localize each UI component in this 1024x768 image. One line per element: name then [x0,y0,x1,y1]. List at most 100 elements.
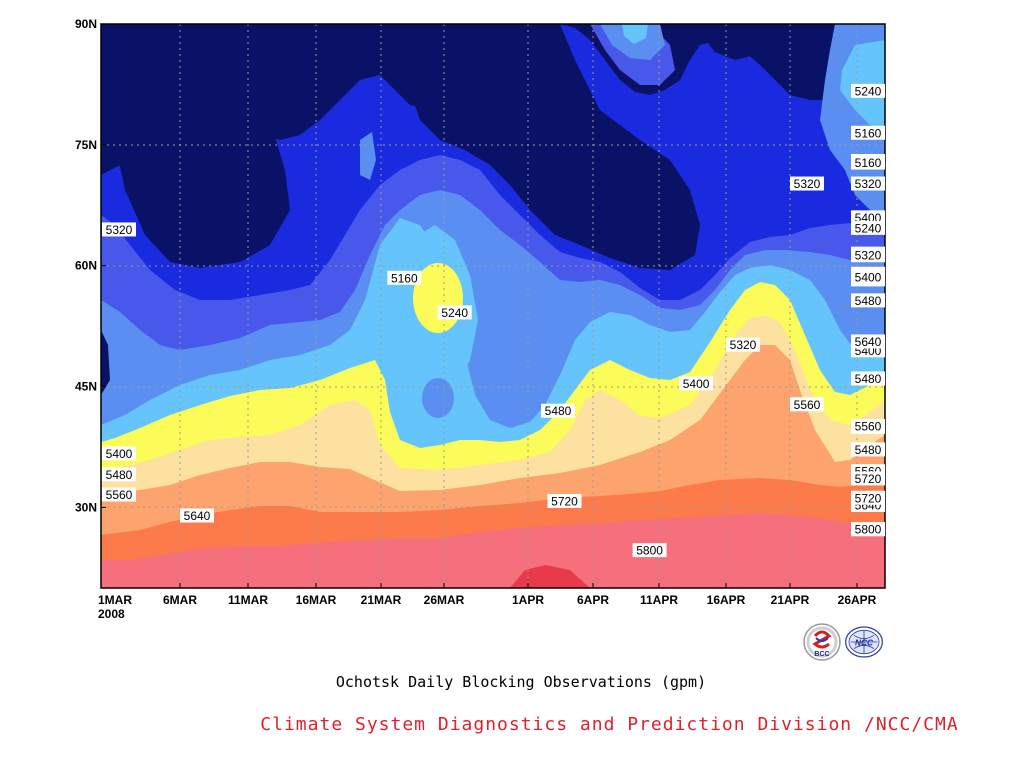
contour-label-text: 5400 [855,270,882,284]
contour-label-box [851,83,885,98]
contour-label-text: 5480 [855,443,882,457]
contour-label-text: 5320 [855,177,882,191]
contour-label-text: 5320 [855,249,882,263]
contour-label: 5320 [790,176,824,191]
island-5880-plus [510,565,590,588]
contour-label: 5640 [851,334,885,349]
contour-label: 5560 [851,419,885,434]
contour-label-text: 5720 [551,494,578,508]
contour-label-box [851,220,885,235]
contour-label-text: 5640 [855,335,882,349]
contour-label: 5800 [632,543,667,558]
contour-label: 5240 [851,83,885,98]
contour-label: 5480 [102,467,136,482]
x-tick-label: 11APR [640,593,678,607]
contour-label-text: 5240 [855,84,882,98]
contour-label-box [851,471,885,486]
contour-label: 5400 [679,376,714,391]
contour-label-text: 5560 [794,398,821,412]
contour-label-text: 5320 [794,177,821,191]
contour-label-box [851,293,885,308]
contour-labels: 5160 5240 5320 5320 5400 5480 5320 5160 5240 5320… [102,83,885,558]
contour-label-box [437,305,472,320]
contour-label-box [102,446,136,461]
contour-label: 5720 [851,490,885,505]
contour-label-text: 5480 [855,294,882,308]
contour-label-box [851,176,885,191]
core-below-5160-c [700,24,765,60]
contour-label: 5160 [851,155,885,170]
contour-label-box [790,397,824,412]
x-tick-label: 16APR [707,593,746,607]
contour-label-text: 5240 [441,306,468,320]
contour-label-text: 5800 [855,523,882,537]
contour-label-text: 5480 [106,468,133,482]
svg-text:BCC: BCC [814,651,829,658]
y-axis: 30N 45N 60N 75N 90N [75,17,106,514]
contour-label: 5480 [541,403,575,418]
contour-label: 5240 [437,305,472,320]
island-5320-mid [360,132,376,180]
contour-label-text: 5560 [855,420,882,434]
contour-label: 5480 [851,442,885,457]
contour-label-box [102,222,136,237]
contour-label-box [790,176,824,191]
contour-label-box [851,442,885,457]
contour-label-text: 5720 [855,491,882,505]
contour-label: 5320 [102,222,136,237]
contour-label: 5400 [851,269,885,284]
contour-label: 5320 [851,176,885,191]
contour-label-text: 5160 [391,271,418,285]
contour-label-box [851,522,885,537]
band-below-5160 [101,24,880,175]
contour-label-box [102,487,136,502]
contour-label-text: 5320 [106,223,133,237]
x-tick-label: 11MAR [228,593,268,607]
contour-label-text: 5240 [855,221,882,235]
contour-label: 5720 [851,471,885,486]
y-tick-label: 45N [75,380,97,394]
contour-label-text: 5400 [106,447,133,461]
contour-label-box [679,376,714,391]
contour-label-box [547,493,582,508]
contour-label: 5560 [102,487,136,502]
contour-label-text: 5160 [855,156,882,170]
core-below-5160-e [101,330,110,395]
x-tick-label: 1APR [512,593,544,607]
y-tick-label: 30N [75,500,97,514]
contour-label-box [541,403,575,418]
contour-label-text: 5400 [683,377,710,391]
contour-label-box [102,467,136,482]
contour-label-box [180,508,214,523]
chart-subtitle: Ochotsk Daily Blocking Observations (gpm… [335,673,707,691]
y-tick-label: 60N [75,259,97,273]
x-tick-label: 16MAR [296,593,337,607]
contour-label-box [851,248,885,263]
island-5400-low [422,378,454,418]
island-5400-north [622,24,648,44]
contour-label: 5160 [387,270,422,285]
contour-label: 5480 [851,371,885,386]
core-below-5160 [112,50,290,268]
contour-label-box [632,543,667,558]
y-tick-label: 75N [75,138,97,152]
x-tick-label: 26MAR [424,593,465,607]
contour-label-box [851,490,885,505]
contour-label: 5640 [180,508,214,523]
svg-text:NCC: NCC [855,637,874,647]
contour-label-box [851,125,885,140]
contour-label: 5800 [851,522,885,537]
contour-label-text: 5720 [855,472,882,486]
contour-label-text: 5480 [545,404,572,418]
x-tick-label: 6APR [577,593,609,607]
contour-label-text: 5560 [106,488,133,502]
contour-label: 5480 [851,293,885,308]
contour-field [101,24,885,588]
x-tick-label: 26APR [838,593,877,607]
contour-label: 5400 [102,446,136,461]
contour-label-text: 5640 [184,509,211,523]
contour-label-box [726,337,760,352]
core-below-5160-b [410,24,700,270]
x-tick-label: 21APR [771,593,810,607]
